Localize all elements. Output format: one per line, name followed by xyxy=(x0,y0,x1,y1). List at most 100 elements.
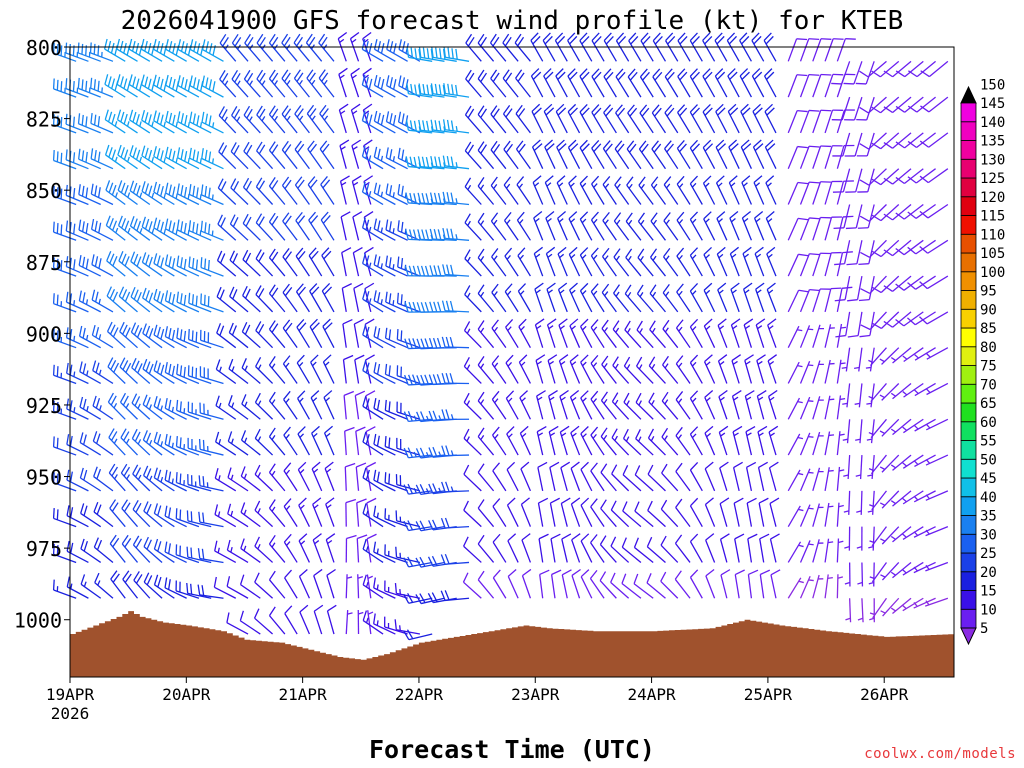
wind-barb xyxy=(384,508,408,528)
wind-barb xyxy=(841,347,851,372)
wind-barb xyxy=(895,203,924,220)
wind-barb xyxy=(812,539,824,563)
wind-barb xyxy=(689,533,703,563)
wind-barb xyxy=(764,103,777,134)
wind-barb xyxy=(675,426,691,456)
wind-barb xyxy=(201,148,224,170)
wind-barb xyxy=(689,462,703,492)
wind-barb xyxy=(569,318,581,348)
wind-barb xyxy=(858,275,875,302)
wind-barb xyxy=(108,463,126,492)
wind-barb xyxy=(716,211,728,241)
wind-barb xyxy=(548,425,559,456)
wind-barb xyxy=(914,347,936,361)
wind-barb xyxy=(215,395,237,420)
wind-barb xyxy=(188,220,212,241)
wind-barb xyxy=(623,392,642,420)
wind-barb xyxy=(652,68,667,98)
y-tick-label: 950 xyxy=(26,466,62,490)
wind-barb xyxy=(824,73,844,98)
wind-barb xyxy=(660,535,679,563)
wind-barb xyxy=(130,251,151,277)
wind-barb xyxy=(662,355,679,384)
wind-barb xyxy=(143,501,163,528)
wind-barb xyxy=(91,254,114,277)
wind-barb xyxy=(282,319,298,349)
wind-barb xyxy=(164,218,187,241)
wind-barb xyxy=(79,432,102,456)
wind-barb xyxy=(636,320,654,349)
wind-barb xyxy=(129,145,151,170)
wind-barb xyxy=(364,354,375,384)
wind-barb xyxy=(403,592,433,604)
wind-barb xyxy=(465,69,482,98)
wind-barb xyxy=(836,574,844,599)
wind-barb xyxy=(714,68,728,98)
wind-barb xyxy=(503,140,519,170)
wind-barb xyxy=(464,177,482,205)
colorbar-swatch xyxy=(960,252,977,273)
wind-barb xyxy=(812,145,832,169)
wind-barb xyxy=(715,103,728,134)
wind-barb xyxy=(517,247,531,277)
wind-barb xyxy=(734,533,745,563)
wind-barb xyxy=(128,74,151,98)
wind-barb xyxy=(662,283,679,313)
source-credit[interactable]: coolwx.com/models xyxy=(864,746,1016,762)
wind-barb xyxy=(322,318,335,348)
wind-barb xyxy=(362,396,384,420)
wind-barb xyxy=(836,538,844,563)
wind-barb xyxy=(477,33,495,62)
wind-barb xyxy=(651,140,667,170)
wind-barb xyxy=(361,74,384,98)
wind-barb xyxy=(361,181,384,206)
wind-barb xyxy=(727,103,740,134)
wind-barb xyxy=(639,68,654,98)
wind-barb xyxy=(860,239,887,258)
wind-barb xyxy=(429,265,457,277)
colorbar-swatch xyxy=(960,515,977,535)
wind-barb xyxy=(293,33,310,62)
wind-barb xyxy=(189,75,212,98)
wind-barb xyxy=(462,572,482,599)
wind-barb xyxy=(105,215,126,241)
wind-barb xyxy=(824,287,842,313)
wind-barb xyxy=(539,569,550,599)
wind-barb xyxy=(602,211,617,241)
y-axis: 800 825 850 875 900 925 950 975 1000 xyxy=(14,36,70,633)
wind-barb xyxy=(624,320,642,349)
colorbar-swatch xyxy=(960,140,977,160)
wind-barb xyxy=(153,574,175,599)
wind-barb xyxy=(635,356,654,384)
colorbar-label: 110 xyxy=(980,227,1005,243)
wind-barb xyxy=(718,389,728,420)
wind-barb xyxy=(477,248,495,277)
wind-barb xyxy=(140,74,163,98)
wind-barb xyxy=(477,320,495,349)
wind-barb xyxy=(299,604,311,635)
wind-barb xyxy=(907,132,936,149)
wind-barb xyxy=(441,481,470,493)
wind-barb xyxy=(384,580,408,599)
wind-barb xyxy=(80,574,102,599)
wind-barb xyxy=(52,293,77,313)
wind-barb xyxy=(463,500,482,528)
wind-barb xyxy=(505,354,519,384)
wind-barb xyxy=(130,286,151,313)
wind-barb xyxy=(787,361,803,384)
wind-barb xyxy=(323,390,335,420)
wind-barb xyxy=(843,455,851,480)
wind-barb xyxy=(268,534,286,563)
colorbar-swatch xyxy=(960,608,977,629)
wind-barb xyxy=(570,461,581,492)
wind-barb xyxy=(395,474,421,492)
wind-barb xyxy=(78,148,101,170)
wind-barb xyxy=(902,526,924,541)
wind-barb xyxy=(366,574,373,599)
wind-barb xyxy=(490,69,507,98)
wind-barb xyxy=(890,526,912,543)
wind-barb xyxy=(386,39,408,62)
wind-barb xyxy=(857,168,875,193)
colorbar-label: 15 xyxy=(980,584,997,600)
wind-barb xyxy=(283,533,298,563)
